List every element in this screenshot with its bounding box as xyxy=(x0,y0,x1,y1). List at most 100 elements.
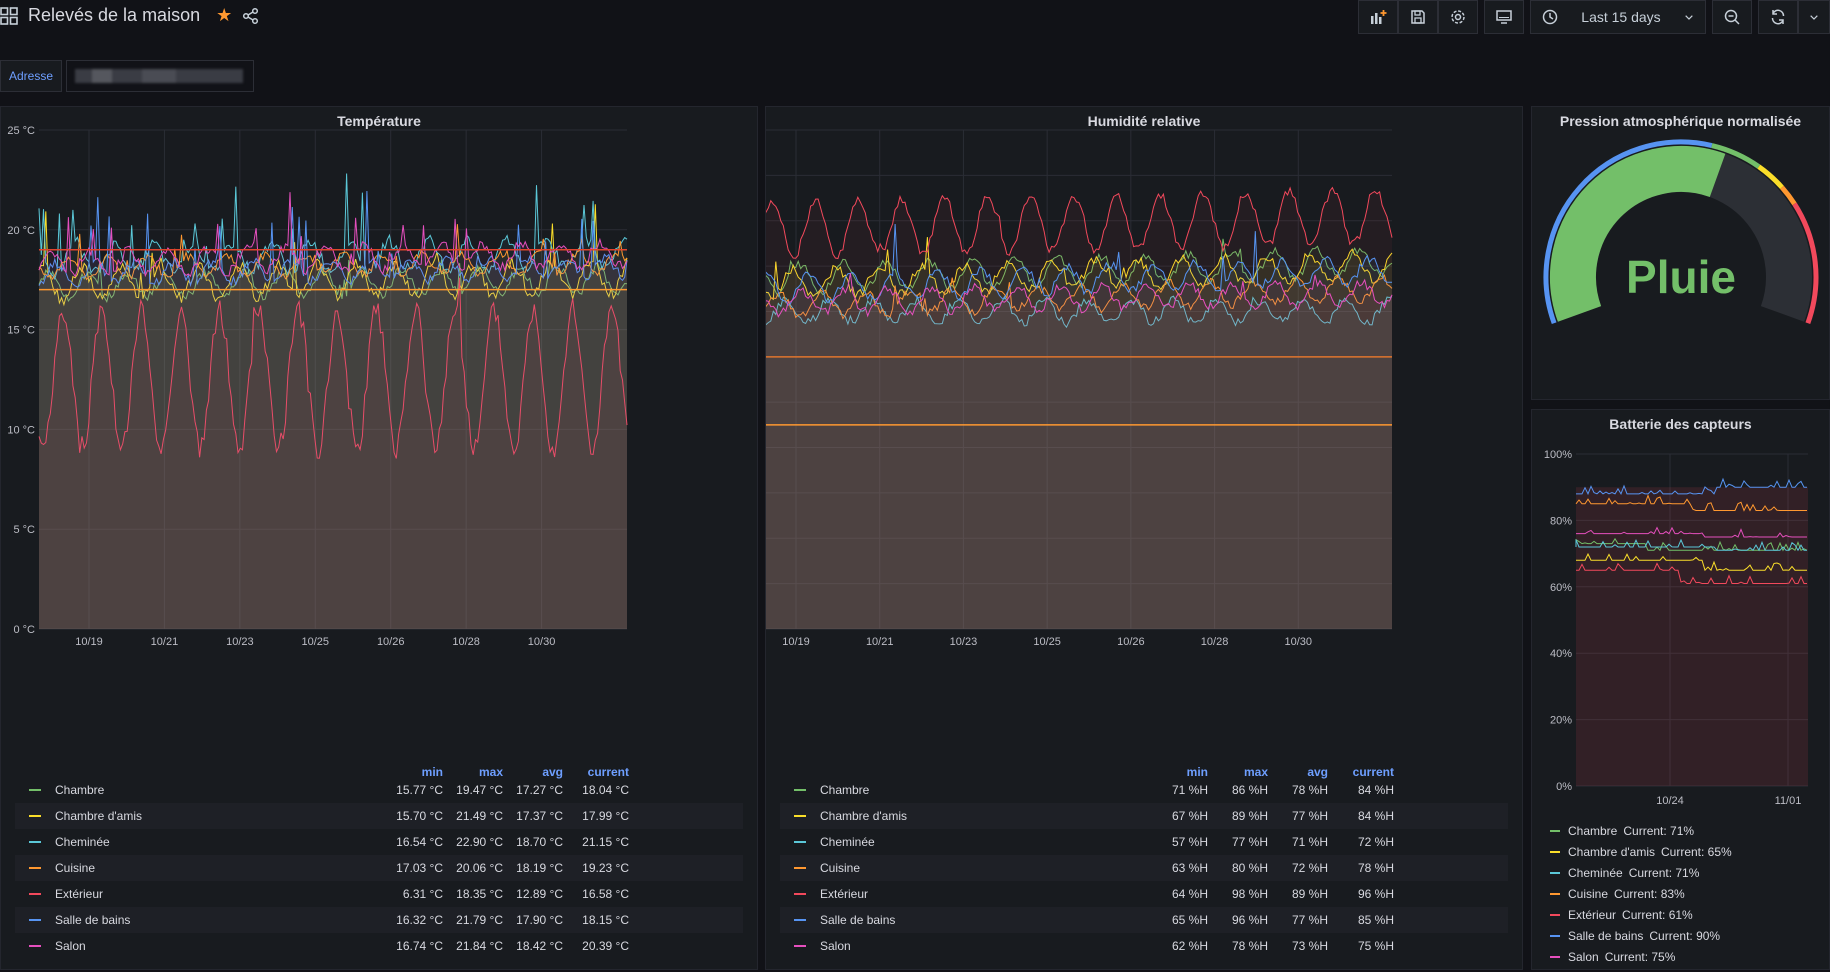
cycle-view-mode-button[interactable] xyxy=(1484,0,1524,34)
series-line[interactable] xyxy=(766,223,1392,307)
series-color-swatch[interactable] xyxy=(29,945,41,947)
series-name[interactable]: Salon xyxy=(55,939,86,953)
series-color-swatch[interactable] xyxy=(1550,850,1560,853)
series-line[interactable] xyxy=(1576,562,1807,584)
refresh-interval-dropdown[interactable] xyxy=(1798,0,1830,34)
legend-header-current[interactable]: current xyxy=(1352,765,1394,779)
series-color-swatch[interactable] xyxy=(1550,934,1560,937)
series-name[interactable]: Chambre d'amis xyxy=(1568,844,1655,859)
series-name[interactable]: Salle de bains xyxy=(55,913,131,927)
series-color-swatch[interactable] xyxy=(794,815,806,817)
series-color-swatch[interactable] xyxy=(29,841,41,843)
dashboards-grid-icon[interactable] xyxy=(0,6,18,25)
pressure-panel-title[interactable]: Pression atmosphérique normalisée xyxy=(1559,113,1802,129)
series-color-swatch[interactable] xyxy=(794,893,806,895)
dashboard-settings-button[interactable] xyxy=(1438,0,1478,34)
series-name[interactable]: Extérieur xyxy=(820,887,869,901)
save-dashboard-button[interactable] xyxy=(1398,0,1438,34)
series-name[interactable]: Salon xyxy=(820,939,851,953)
series-color-swatch[interactable] xyxy=(29,893,41,895)
series-name[interactable]: Chambre xyxy=(820,783,870,797)
legend-row[interactable]: Salle de bains 16.32 °C 21.79 °C 17.90 °C 18… xyxy=(15,907,743,933)
legend-row[interactable]: Cheminée 57 %H 77 %H 71 %H 72 %H xyxy=(780,829,1508,855)
battery-panel-title[interactable]: Batterie des capteurs xyxy=(1609,416,1752,432)
series-name[interactable]: Extérieur xyxy=(55,887,104,901)
series-name[interactable]: Cheminée xyxy=(55,835,110,849)
series-color-swatch[interactable] xyxy=(29,789,41,791)
series-name[interactable]: Cuisine xyxy=(1568,886,1609,901)
time-range-picker[interactable]: Last 15 days xyxy=(1530,0,1706,34)
legend-row[interactable]: Salon 62 %H 78 %H 73 %H 75 %H xyxy=(780,933,1508,959)
series-line[interactable] xyxy=(1575,494,1807,512)
legend-row[interactable]: Cheminée 16.54 °C 22.90 °C 18.70 °C 21.15 °C xyxy=(15,829,743,855)
legend-row[interactable]: Cuisine 17.03 °C 20.06 °C 18.19 °C 19.23 °C xyxy=(15,855,743,881)
dashboard-title[interactable]: Relevés de la maison xyxy=(28,5,201,25)
battery-graph[interactable]: 100% 80% 60% 40% 20% 0% 10/24 11/01 xyxy=(1532,410,1830,810)
series-color-swatch[interactable] xyxy=(794,919,806,921)
series-line[interactable] xyxy=(766,273,1393,318)
legend-row[interactable]: Chambre d'amis Current: 65% xyxy=(1550,841,1732,862)
add-panel-button[interactable] xyxy=(1358,0,1398,34)
legend-row[interactable]: Salon Current: 75% xyxy=(1550,946,1732,967)
series-line[interactable] xyxy=(1576,526,1807,538)
legend-row[interactable]: Chambre 15.77 °C 19.47 °C 17.27 °C 18.04 °C xyxy=(15,777,743,803)
series-name[interactable]: Cheminée xyxy=(820,835,875,849)
refresh-button[interactable] xyxy=(1758,0,1798,34)
zoom-out-button[interactable] xyxy=(1712,0,1752,34)
legend-row[interactable]: Extérieur 64 %H 98 %H 89 %H 96 %H xyxy=(780,881,1508,907)
series-name[interactable]: Extérieur xyxy=(1568,907,1617,922)
series-line[interactable] xyxy=(1576,477,1807,496)
series-color-swatch[interactable] xyxy=(29,919,41,921)
legend-row[interactable]: Chambre d'amis 15.70 °C 21.49 °C 17.37 °C 17… xyxy=(15,803,743,829)
legend-header-avg[interactable]: avg xyxy=(1307,765,1328,779)
legend-header-current[interactable]: current xyxy=(587,765,629,779)
humidity-panel-title[interactable]: Humidité relative xyxy=(1087,113,1201,129)
legend-row[interactable]: Cheminée Current: 71% xyxy=(1550,862,1732,883)
legend-row[interactable]: Chambre 71 %H 86 %H 78 %H 84 %H xyxy=(780,777,1508,803)
series-color-swatch[interactable] xyxy=(794,867,806,869)
series-line[interactable] xyxy=(766,294,1393,329)
series-name[interactable]: Chambre d'amis xyxy=(820,809,907,823)
share-icon[interactable] xyxy=(242,7,260,25)
series-line[interactable] xyxy=(38,277,628,459)
series-name[interactable]: Salle de bains xyxy=(1568,928,1644,943)
series-name[interactable]: Chambre d'amis xyxy=(55,809,142,823)
legend-row[interactable]: Extérieur Current: 61% xyxy=(1550,904,1732,925)
series-color-swatch[interactable] xyxy=(794,789,806,791)
series-line[interactable] xyxy=(1576,552,1807,572)
legend-row[interactable]: Chambre Current: 71% xyxy=(1550,820,1732,841)
series-name[interactable]: Cuisine xyxy=(55,861,96,875)
pressure-gauge[interactable]: Pluie xyxy=(1532,107,1830,401)
series-color-swatch[interactable] xyxy=(29,867,41,869)
series-color-swatch[interactable] xyxy=(1550,913,1560,916)
series-color-swatch[interactable] xyxy=(1550,892,1560,895)
humidity-graph[interactable]: 110 %H100 %H90 %H80 %H70 %H60 %H50 %H40 … xyxy=(766,107,1524,767)
series-name[interactable]: Cheminée xyxy=(1568,865,1623,880)
series-color-swatch[interactable] xyxy=(1550,955,1560,958)
legend-row[interactable]: Salle de bains 65 %H 96 %H 77 %H 85 %H xyxy=(780,907,1508,933)
series-color-swatch[interactable] xyxy=(1550,871,1560,874)
series-color-swatch[interactable] xyxy=(1550,829,1560,832)
series-name[interactable]: Salon xyxy=(1568,949,1599,964)
series-line[interactable] xyxy=(38,259,628,304)
temperature-panel-title[interactable]: Température xyxy=(337,113,421,129)
star-icon[interactable]: ★ xyxy=(216,5,233,25)
legend-header-max[interactable]: max xyxy=(478,765,503,779)
series-name[interactable]: Cuisine xyxy=(820,861,861,875)
series-line[interactable] xyxy=(1575,538,1807,552)
temperature-graph[interactable]: 25 °C 20 °C 15 °C 10 °C 5 °C 0 °C 10/19 10/21 10… xyxy=(1,107,759,767)
legend-header-min[interactable]: min xyxy=(421,765,443,779)
series-color-swatch[interactable] xyxy=(794,841,806,843)
series-line[interactable] xyxy=(766,186,1393,260)
series-line[interactable] xyxy=(38,204,628,307)
series-line[interactable] xyxy=(1575,537,1808,552)
legend-header-max[interactable]: max xyxy=(1243,765,1268,779)
series-name[interactable]: Salle de bains xyxy=(820,913,896,927)
address-variable-select[interactable] xyxy=(66,60,255,92)
series-name[interactable]: Chambre xyxy=(55,783,105,797)
legend-row[interactable]: Salle de bains Current: 90% xyxy=(1550,925,1732,946)
legend-row[interactable]: Cuisine Current: 83% xyxy=(1550,883,1732,904)
legend-row[interactable]: Cuisine 63 %H 80 %H 72 %H 78 %H xyxy=(780,855,1508,881)
legend-row[interactable]: Chambre d'amis 67 %H 89 %H 77 %H 84 %H xyxy=(780,803,1508,829)
series-name[interactable]: Chambre xyxy=(1568,823,1618,838)
